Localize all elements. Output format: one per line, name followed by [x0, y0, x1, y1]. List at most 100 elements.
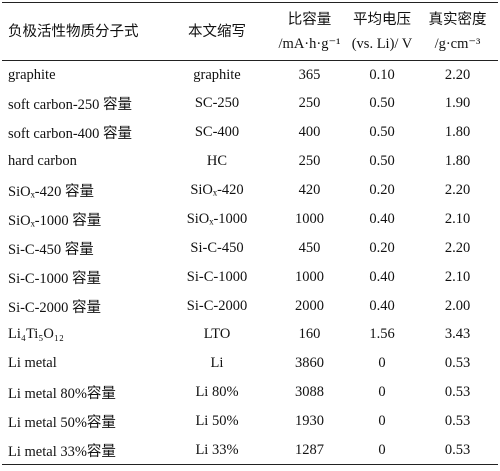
table-cell: 0.40 — [369, 210, 395, 227]
table-row: Si-C-1000 容量 Si-C-1000 1000 0.40 2.10 — [2, 263, 498, 292]
table-row: Si-C-2000 容量 Si-C-2000 2000 0.40 2.00 — [2, 292, 498, 321]
table-cell: 2.20 — [444, 239, 471, 256]
table-cell: 250 — [298, 95, 321, 112]
table-cell: 2.20 — [444, 66, 471, 83]
table-cell: 2.10 — [444, 210, 471, 227]
table-cell: Li metal — [8, 355, 57, 372]
table-cell: Li metal 80%容量 — [8, 386, 116, 403]
table-row: Li₄Ti₅O₁₂ LTO 160 1.56 3.43 — [2, 321, 498, 350]
table-body: graphite graphite 365 0.10 2.20 soft carbon-2… — [2, 61, 498, 465]
table-cell: 0 — [378, 441, 386, 458]
table-cell: 160 — [298, 326, 321, 343]
table-cell: Li metal 33%容量 — [8, 443, 116, 460]
table-row: soft carbon-250 容量 SC-250 250 0.50 1.90 — [2, 89, 498, 118]
table-cell: Li₄Ti₅O₁₂ — [8, 326, 64, 343]
table-row: SiOₓ-420 容量 SiOₓ-420 420 0.20 2.20 — [2, 176, 498, 205]
table-cell: 0.50 — [369, 124, 395, 141]
header-cell: 负极活性物质分子式 — [2, 3, 162, 61]
table-cell: 0.53 — [444, 441, 471, 458]
table-cell: 2.10 — [444, 268, 471, 285]
table-cell: SiOₓ-420 容量 — [8, 184, 94, 200]
table-cell: 2.20 — [444, 182, 471, 198]
table-row: graphite graphite 365 0.10 2.20 — [2, 61, 498, 90]
table-cell: 0.53 — [444, 355, 471, 372]
header-cell: 真实密度/g·cm⁻³ — [417, 3, 498, 61]
table-cell: SiOₓ-1000 容量 — [8, 212, 102, 229]
header-text: (vs. Li)/ V — [351, 35, 413, 52]
table-cell: SC-400 — [194, 124, 240, 141]
table-cell: Li metal 50%容量 — [8, 415, 116, 432]
table-cell: 0.20 — [369, 182, 395, 198]
table-cell: Si-C-1000 容量 — [8, 270, 102, 287]
table-cell: 2000 — [295, 297, 324, 314]
table-row: soft carbon-400 容量 SC-400 400 0.50 1.80 — [2, 118, 498, 147]
table-cell: 0.53 — [444, 413, 471, 430]
table-row: Li metal 80%容量 Li 80% 3088 0 0.53 — [2, 378, 498, 407]
header-text: 真实密度 — [428, 11, 487, 28]
table-cell: 0 — [378, 384, 386, 401]
table-cell: 1.80 — [444, 153, 471, 170]
table-cell: 3860 — [295, 355, 324, 372]
table-cell: 3.43 — [444, 326, 471, 343]
table-cell: graphite — [193, 66, 241, 83]
header-text: /mA·h·g⁻¹ — [278, 35, 341, 52]
header-text: 平均电压 — [353, 11, 411, 28]
table-cell: 0.53 — [444, 384, 471, 401]
table-cell: 2.00 — [444, 297, 471, 314]
table-cell: 450 — [298, 239, 321, 256]
table-cell: 0.40 — [369, 268, 395, 285]
table-cell: 0.50 — [369, 95, 395, 112]
table-cell: 1000 — [295, 268, 324, 285]
table-cell: SiOₓ-420 — [190, 182, 244, 198]
table-cell: Si-C-2000 容量 — [8, 299, 102, 316]
header-cell: 本文缩写 — [162, 3, 272, 61]
header-text: /g·cm⁻³ — [434, 35, 481, 52]
table-cell: 0 — [378, 413, 386, 430]
table-row: Li metal 50%容量 Li 50% 1930 0 0.53 — [2, 407, 498, 436]
table-row: Li metal 33%容量 Li 33% 1287 0 0.53 — [2, 436, 498, 465]
header-cell: 比容量/mA·h·g⁻¹ — [272, 3, 347, 61]
table-cell: Li 33% — [195, 441, 239, 458]
header-text: 比容量 — [287, 11, 332, 28]
table-cell: Si-C-1000 — [186, 268, 248, 285]
table-cell: 420 — [298, 182, 321, 198]
table-cell: 1287 — [295, 441, 324, 458]
table-header: 负极活性物质分子式 本文缩写 比容量/mA·h·g⁻¹ 平均电压 (vs. Li)/ V… — [2, 2, 498, 61]
header-cell: 平均电压 (vs. Li)/ V — [347, 3, 417, 61]
table-cell: 0.40 — [369, 297, 395, 314]
table-cell: 1.56 — [369, 326, 395, 343]
table-row: Si-C-450 容量 Si-C-450 450 0.20 2.20 — [2, 234, 498, 263]
table-cell: 365 — [298, 66, 321, 83]
table-cell: soft carbon-400 容量 — [8, 126, 133, 143]
table-cell: 1000 — [295, 210, 324, 227]
table-cell: soft carbon-250 容量 — [8, 97, 133, 114]
table-cell: 1930 — [295, 413, 324, 430]
table-cell: HC — [206, 153, 228, 170]
header-row: 负极活性物质分子式 本文缩写 比容量/mA·h·g⁻¹ 平均电压 (vs. Li)/ V… — [2, 2, 498, 61]
table-cell: 1.80 — [444, 124, 471, 141]
table-cell: 0 — [378, 355, 386, 372]
table-cell: Li 50% — [195, 413, 239, 430]
table-cell: Li — [210, 355, 224, 372]
table-row: Li metal Li 3860 0 0.53 — [2, 349, 498, 378]
table-row: SiOₓ-1000 容量 SiOₓ-1000 1000 0.40 2.10 — [2, 205, 498, 234]
table-cell: LTO — [203, 326, 231, 343]
header-text: 负极活性物质分子式 — [8, 23, 139, 40]
table-cell: 0.20 — [369, 239, 395, 256]
table-cell: 1.90 — [444, 95, 471, 112]
table-cell: 3088 — [295, 384, 324, 401]
header-text: 本文缩写 — [188, 23, 246, 40]
table-cell: SiOₓ-1000 — [186, 210, 248, 227]
table-cell: graphite — [8, 66, 56, 83]
table-cell: Si-C-450 — [190, 239, 244, 256]
table-cell: Si-C-450 容量 — [8, 241, 94, 258]
table-cell: SC-250 — [194, 95, 240, 112]
data-table: 负极活性物质分子式 本文缩写 比容量/mA·h·g⁻¹ 平均电压 (vs. Li)/ V… — [2, 2, 498, 465]
table-cell: 0.50 — [369, 153, 395, 170]
table-cell: 0.10 — [369, 66, 395, 83]
table-row: hard carbon HC 250 0.50 1.80 — [2, 147, 498, 176]
table-cell: Si-C-2000 — [186, 297, 248, 314]
table-cell: 400 — [298, 124, 321, 141]
table-cell: hard carbon — [8, 153, 77, 170]
table-cell: 250 — [298, 153, 321, 170]
